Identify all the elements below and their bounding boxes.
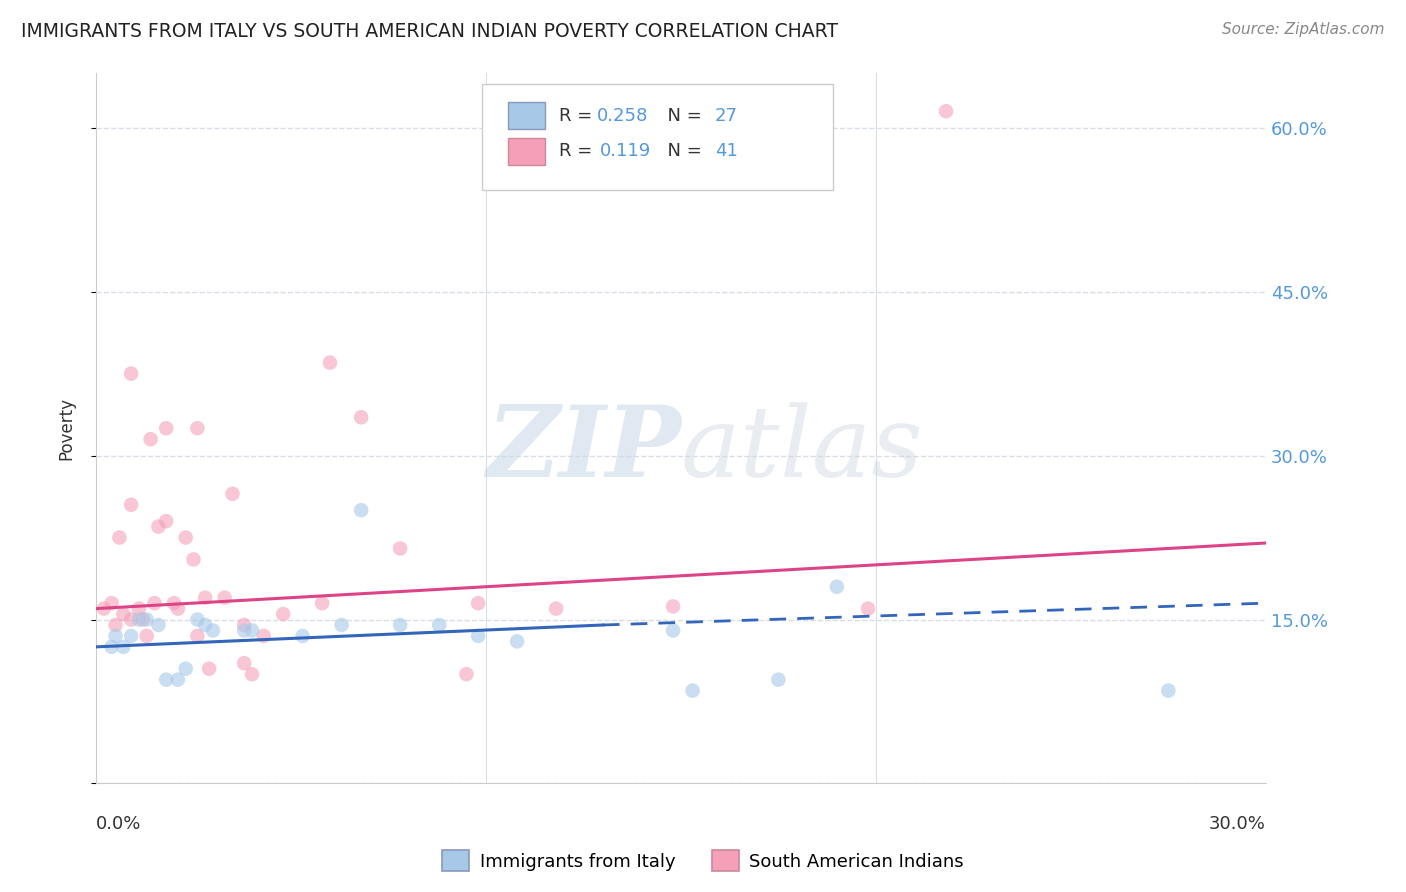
- Text: 0.0%: 0.0%: [96, 815, 142, 833]
- Text: ZIP: ZIP: [486, 401, 681, 498]
- Text: N =: N =: [657, 107, 707, 125]
- Point: [662, 599, 685, 614]
- Point: [174, 662, 197, 676]
- Point: [935, 104, 957, 119]
- Point: [214, 591, 236, 605]
- Point: [350, 503, 373, 517]
- Text: 41: 41: [714, 142, 738, 161]
- Point: [93, 601, 115, 615]
- Text: Source: ZipAtlas.com: Source: ZipAtlas.com: [1222, 22, 1385, 37]
- Point: [163, 596, 186, 610]
- Point: [240, 624, 263, 638]
- Text: R =: R =: [560, 107, 598, 125]
- Point: [186, 629, 208, 643]
- Point: [233, 624, 256, 638]
- Point: [148, 618, 170, 632]
- Point: [233, 657, 256, 671]
- Point: [768, 673, 790, 687]
- Point: [662, 624, 685, 638]
- Point: [198, 662, 221, 676]
- Point: [194, 591, 217, 605]
- Point: [148, 519, 170, 533]
- Point: [186, 421, 208, 435]
- Text: IMMIGRANTS FROM ITALY VS SOUTH AMERICAN INDIAN POVERTY CORRELATION CHART: IMMIGRANTS FROM ITALY VS SOUTH AMERICAN …: [21, 22, 838, 41]
- FancyBboxPatch shape: [482, 84, 832, 190]
- Text: 0.258: 0.258: [596, 107, 648, 125]
- Legend: Immigrants from Italy, South American Indians: Immigrants from Italy, South American In…: [434, 843, 972, 879]
- Point: [186, 613, 208, 627]
- Point: [128, 613, 150, 627]
- Point: [120, 367, 142, 381]
- Point: [330, 618, 353, 632]
- Point: [167, 601, 190, 615]
- Point: [682, 683, 704, 698]
- Text: N =: N =: [657, 142, 707, 161]
- Point: [112, 607, 135, 621]
- FancyBboxPatch shape: [508, 102, 546, 129]
- Point: [546, 601, 568, 615]
- Point: [201, 624, 224, 638]
- Point: [825, 580, 848, 594]
- Point: [155, 673, 177, 687]
- Point: [108, 531, 131, 545]
- Point: [467, 596, 489, 610]
- Point: [132, 613, 155, 627]
- Point: [155, 514, 177, 528]
- Point: [253, 629, 276, 643]
- Point: [221, 487, 243, 501]
- Y-axis label: Poverty: Poverty: [58, 397, 75, 459]
- Point: [104, 618, 127, 632]
- Point: [319, 356, 342, 370]
- Point: [167, 673, 190, 687]
- Point: [1157, 683, 1180, 698]
- Point: [104, 629, 127, 643]
- Point: [233, 618, 256, 632]
- Text: 30.0%: 30.0%: [1209, 815, 1265, 833]
- Point: [183, 552, 205, 566]
- Point: [311, 596, 333, 610]
- Point: [856, 601, 879, 615]
- Point: [350, 410, 373, 425]
- Point: [120, 498, 142, 512]
- Point: [155, 421, 177, 435]
- Text: R =: R =: [560, 142, 605, 161]
- Point: [139, 432, 162, 446]
- Point: [112, 640, 135, 654]
- Point: [271, 607, 294, 621]
- Point: [194, 618, 217, 632]
- Point: [128, 601, 150, 615]
- Point: [100, 596, 122, 610]
- Point: [174, 531, 197, 545]
- Point: [143, 596, 166, 610]
- Text: 27: 27: [714, 107, 738, 125]
- Point: [389, 541, 412, 556]
- Point: [240, 667, 263, 681]
- FancyBboxPatch shape: [508, 137, 546, 165]
- Point: [427, 618, 450, 632]
- Point: [389, 618, 412, 632]
- Text: atlas: atlas: [681, 402, 924, 497]
- Point: [456, 667, 478, 681]
- Point: [135, 629, 157, 643]
- Point: [135, 613, 157, 627]
- Point: [100, 640, 122, 654]
- Point: [506, 634, 529, 648]
- Point: [467, 629, 489, 643]
- Point: [291, 629, 314, 643]
- Point: [120, 613, 142, 627]
- Text: 0.119: 0.119: [600, 142, 651, 161]
- Point: [120, 629, 142, 643]
